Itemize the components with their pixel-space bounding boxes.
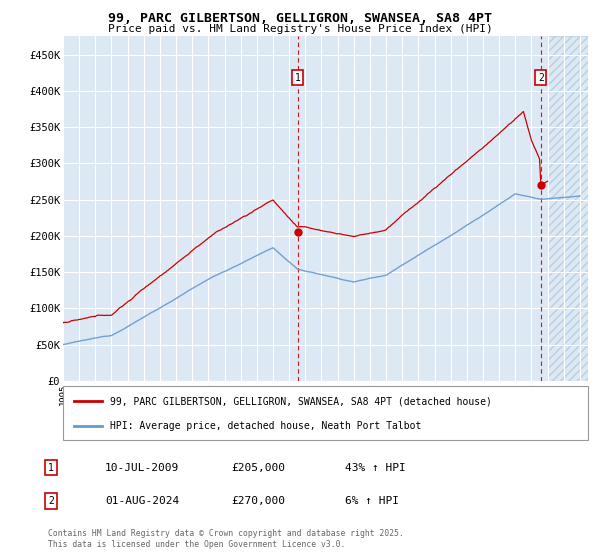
Text: 1: 1 [48, 463, 54, 473]
Text: £205,000: £205,000 [231, 463, 285, 473]
Text: 43% ↑ HPI: 43% ↑ HPI [345, 463, 406, 473]
Text: 2: 2 [48, 496, 54, 506]
Text: 2: 2 [538, 73, 544, 83]
Text: Contains HM Land Registry data © Crown copyright and database right 2025.
This d: Contains HM Land Registry data © Crown c… [48, 529, 404, 549]
Text: 6% ↑ HPI: 6% ↑ HPI [345, 496, 399, 506]
Text: 1: 1 [295, 73, 301, 83]
FancyBboxPatch shape [63, 386, 588, 440]
Text: 99, PARC GILBERTSON, GELLIGRON, SWANSEA, SA8 4PT: 99, PARC GILBERTSON, GELLIGRON, SWANSEA,… [108, 12, 492, 25]
Text: 01-AUG-2024: 01-AUG-2024 [105, 496, 179, 506]
Text: 10-JUL-2009: 10-JUL-2009 [105, 463, 179, 473]
Text: 99, PARC GILBERTSON, GELLIGRON, SWANSEA, SA8 4PT (detached house): 99, PARC GILBERTSON, GELLIGRON, SWANSEA,… [110, 396, 492, 407]
Text: HPI: Average price, detached house, Neath Port Talbot: HPI: Average price, detached house, Neat… [110, 421, 422, 431]
Text: Price paid vs. HM Land Registry's House Price Index (HPI): Price paid vs. HM Land Registry's House … [107, 24, 493, 34]
Bar [548, 36, 588, 381]
Text: £270,000: £270,000 [231, 496, 285, 506]
